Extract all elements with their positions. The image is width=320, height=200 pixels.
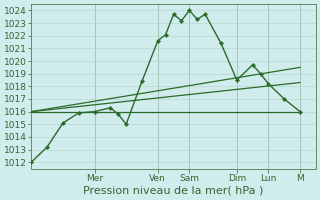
X-axis label: Pression niveau de la mer( hPa ): Pression niveau de la mer( hPa ) bbox=[84, 186, 264, 196]
